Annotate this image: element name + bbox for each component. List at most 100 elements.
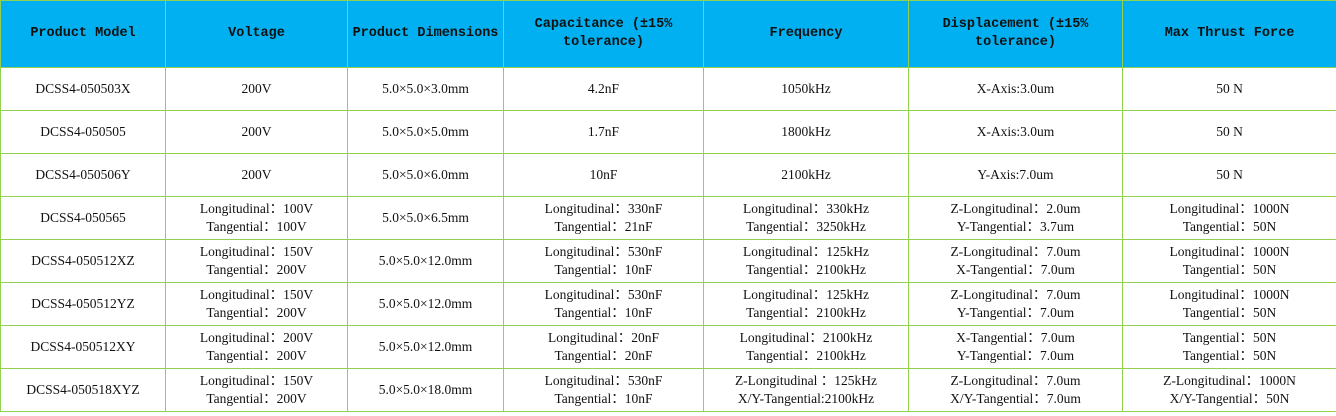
cell-line: DCSS4-050565	[40, 210, 126, 225]
cell-max-thrust-force: Tangential：50N Tangential：50N	[1122, 325, 1336, 369]
cell-frequency: 2100kHz	[703, 153, 909, 197]
cell-line: DCSS4-050503X	[35, 81, 131, 96]
cell-capacitance: Longitudinal：530nF Tangential：10nF	[503, 282, 704, 326]
cell-frequency: Longitudinal：330kHz Tangential：3250kHz	[703, 196, 909, 240]
header-frequency: Frequency	[703, 0, 909, 68]
cell-frequency: Longitudinal：125kHz Tangential：2100kHz	[703, 282, 909, 326]
cell-line: Y-Axis:7.0um	[977, 167, 1054, 182]
cell-frequency: 1800kHz	[703, 110, 909, 154]
cell-line: Tangential：200V	[206, 262, 307, 277]
cell-line: 10nF	[589, 167, 618, 182]
cell-line: 1800kHz	[781, 124, 831, 139]
cell-line: 50 N	[1216, 167, 1243, 182]
cell-displacement: Z-Longitudinal：7.0um X-Tangential：7.0um	[908, 239, 1123, 283]
cell-line: 200V	[241, 167, 272, 182]
cell-displacement: X-Axis:3.0um	[908, 67, 1123, 111]
cell-line: X/Y-Tangential：50N	[1169, 391, 1290, 406]
cell-line: Z-Longitudinal：2.0um	[950, 201, 1081, 216]
cell-displacement: X-Tangential：7.0um Y-Tangential：7.0um	[908, 325, 1123, 369]
header-voltage: Voltage	[165, 0, 348, 68]
cell-line: Tangential：50N	[1182, 330, 1277, 345]
cell-line: 5.0×5.0×12.0mm	[378, 339, 473, 354]
cell-line: Longitudinal：125kHz	[743, 244, 869, 259]
cell-product-dimensions: 5.0×5.0×12.0mm	[347, 325, 504, 369]
cell-line: Tangential：3250kHz	[746, 219, 866, 234]
cell-capacitance: Longitudinal：20nF Tangential：20nF	[503, 325, 704, 369]
cell-line: X-Tangential：7.0um	[956, 262, 1075, 277]
cell-line: Tangential：200V	[206, 348, 307, 363]
table-row: DCSS4-050512XZ Longitudinal：150V Tangentia…	[0, 239, 1336, 283]
cell-line: 5.0×5.0×5.0mm	[382, 124, 469, 139]
cell-line: Tangential：10nF	[554, 262, 653, 277]
cell-capacitance: Longitudinal：330nF Tangential：21nF	[503, 196, 704, 240]
cell-product-dimensions: 5.0×5.0×3.0mm	[347, 67, 504, 111]
cell-line: 200V	[241, 81, 272, 96]
cell-line: Longitudinal：150V	[199, 244, 314, 259]
table-row: DCSS4-050565 Longitudinal：100V Tangential：…	[0, 196, 1336, 240]
table-row: DCSS4-050506Y 200V 5.0×5.0×6.0mm 10nF 2100kH…	[0, 153, 1336, 197]
cell-line: Y-Tangential：7.0um	[956, 305, 1075, 320]
cell-line: Tangential：50N	[1182, 262, 1277, 277]
table-row: DCSS4-050518XYZ Longitudinal：150V Tangenti…	[0, 368, 1336, 412]
cell-displacement: Z-Longitudinal：7.0um Y-Tangential：7.0um	[908, 282, 1123, 326]
cell-line: Y-Tangential：3.7um	[956, 219, 1075, 234]
cell-line: X/Y-Tangential:2100kHz	[737, 391, 875, 406]
header-capacitance: Capacitance (±15% tolerance)	[503, 0, 704, 68]
cell-line: Longitudinal：20nF	[548, 330, 659, 345]
cell-line: Y-Tangential：7.0um	[956, 348, 1075, 363]
cell-line: Z-Longitudinal：7.0um	[950, 244, 1081, 259]
cell-capacitance: 1.7nF	[503, 110, 704, 154]
cell-product-model: DCSS4-050503X	[0, 67, 166, 111]
cell-line: Tangential：50N	[1182, 219, 1277, 234]
cell-line: DCSS4-050512XZ	[31, 253, 135, 268]
cell-line: 5.0×5.0×18.0mm	[378, 382, 473, 397]
cell-product-model: DCSS4-050512YZ	[0, 282, 166, 326]
cell-voltage: Longitudinal：100V Tangential：100V	[165, 196, 348, 240]
table-row: DCSS4-050505 200V 5.0×5.0×5.0mm 1.7nF 1800kH…	[0, 110, 1336, 154]
cell-product-dimensions: 5.0×5.0×6.5mm	[347, 196, 504, 240]
table-row: DCSS4-050503X 200V 5.0×5.0×3.0mm 4.2nF 1050k…	[0, 67, 1336, 111]
cell-line: 5.0×5.0×6.0mm	[382, 167, 469, 182]
cell-displacement: Z-Longitudinal：7.0um X/Y-Tangential：7.0um	[908, 368, 1123, 412]
cell-voltage: 200V	[165, 67, 348, 111]
cell-line: 1.7nF	[587, 124, 620, 139]
cell-line: DCSS4-050506Y	[35, 167, 131, 182]
cell-displacement: Y-Axis:7.0um	[908, 153, 1123, 197]
cell-voltage: Longitudinal：200V Tangential：200V	[165, 325, 348, 369]
cell-max-thrust-force: Longitudinal：1000N Tangential：50N	[1122, 196, 1336, 240]
cell-product-model: DCSS4-050565	[0, 196, 166, 240]
cell-product-model: DCSS4-050512XY	[0, 325, 166, 369]
cell-line: Longitudinal：1000N	[1169, 201, 1290, 216]
cell-product-model: DCSS4-050512XZ	[0, 239, 166, 283]
cell-line: Z-Longitudinal：7.0um	[950, 287, 1081, 302]
cell-line: X-Tangential：7.0um	[956, 330, 1075, 345]
cell-product-dimensions: 5.0×5.0×6.0mm	[347, 153, 504, 197]
cell-frequency: 1050kHz	[703, 67, 909, 111]
cell-line: DCSS4-050518XYZ	[26, 382, 140, 397]
cell-line: 50 N	[1216, 81, 1243, 96]
cell-product-model: DCSS4-050518XYZ	[0, 368, 166, 412]
cell-line: Tangential：200V	[206, 305, 307, 320]
cell-line: DCSS4-050512YZ	[31, 296, 135, 311]
cell-line: Longitudinal：150V	[199, 287, 314, 302]
cell-voltage: Longitudinal：150V Tangential：200V	[165, 368, 348, 412]
cell-frequency: Longitudinal：2100kHz Tangential：2100kHz	[703, 325, 909, 369]
cell-product-dimensions: 5.0×5.0×12.0mm	[347, 282, 504, 326]
header-product-dimensions: Product Dimensions	[347, 0, 504, 68]
cell-frequency: Longitudinal：125kHz Tangential：2100kHz	[703, 239, 909, 283]
cell-voltage: 200V	[165, 110, 348, 154]
cell-max-thrust-force: Longitudinal：1000N Tangential：50N	[1122, 282, 1336, 326]
cell-max-thrust-force: 50 N	[1122, 153, 1336, 197]
cell-product-dimensions: 5.0×5.0×18.0mm	[347, 368, 504, 412]
cell-line: DCSS4-050505	[40, 124, 126, 139]
cell-line: 50 N	[1216, 124, 1243, 139]
header-product-model: Product Model	[0, 0, 166, 68]
cell-line: Tangential：10nF	[554, 391, 653, 406]
cell-line: Tangential：200V	[206, 391, 307, 406]
cell-product-model: DCSS4-050505	[0, 110, 166, 154]
cell-line: Longitudinal：2100kHz	[739, 330, 873, 345]
cell-frequency: Z-Longitudinal ：125kHz X/Y-Tangential:210…	[703, 368, 909, 412]
cell-capacitance: Longitudinal：530nF Tangential：10nF	[503, 239, 704, 283]
cell-product-dimensions: 5.0×5.0×5.0mm	[347, 110, 504, 154]
cell-line: 2100kHz	[781, 167, 831, 182]
